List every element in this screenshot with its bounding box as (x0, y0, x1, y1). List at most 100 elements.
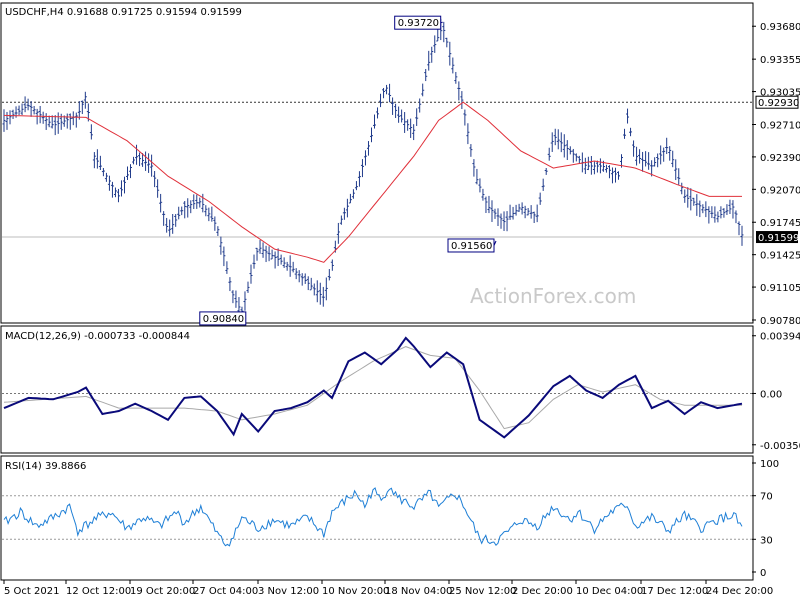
price-bar (683, 189, 687, 203)
rsi-ytick-label: 0 (760, 568, 766, 579)
price-bar (288, 255, 292, 277)
price-bar (653, 157, 657, 167)
price-bar (126, 166, 130, 180)
price-bar (397, 106, 401, 123)
price-bar (222, 246, 226, 267)
price-bar (731, 200, 735, 219)
macd-ytick-label: 0.003944 (760, 332, 800, 343)
price-bar (273, 251, 277, 269)
macd-ytick-label: 0.00 (760, 389, 782, 400)
price-ytick-label: 0.91105 (760, 283, 800, 294)
price-bar (180, 206, 184, 216)
x-tick-label: 24 Dec 20:00 (706, 586, 773, 597)
price-bar (297, 270, 301, 283)
price-bar (388, 83, 392, 103)
price-annotation-box (394, 15, 442, 30)
price-bar (267, 246, 271, 262)
price-bar (695, 194, 699, 216)
price-bar (294, 268, 298, 280)
price-bar (677, 168, 681, 185)
price-bar (562, 134, 566, 158)
price-bar (177, 206, 181, 220)
price-bar (671, 150, 675, 168)
price-bar (276, 248, 280, 267)
price-bar (95, 149, 99, 169)
price-bar (122, 176, 126, 194)
price-bar (556, 129, 560, 150)
price-ytick-label: 0.93680 (760, 22, 800, 33)
price-bar (418, 98, 422, 113)
price-bar (448, 41, 452, 66)
price-bar (517, 203, 521, 212)
price-bar (415, 108, 419, 126)
price-bar (577, 155, 581, 164)
price-bar (285, 261, 289, 271)
price-bar (571, 148, 575, 163)
price-bar (460, 91, 464, 109)
price-annotation-label: 0.93720 (398, 18, 439, 29)
price-bar (523, 205, 527, 219)
price-bar (255, 247, 259, 261)
price-bar (400, 109, 404, 123)
price-bar (481, 188, 485, 201)
price-bar (315, 280, 319, 303)
price-bar (306, 276, 310, 291)
price-bar (138, 152, 142, 167)
price-bar (544, 168, 548, 175)
price-bar (360, 159, 364, 178)
price-bar (47, 115, 51, 128)
x-tick-label: 25 Nov 12:00 (449, 586, 516, 597)
price-bar (469, 144, 473, 157)
price-annotation: 0.90840 (199, 311, 247, 326)
price-bar (689, 188, 693, 211)
price-bar (490, 200, 494, 222)
price-bar (412, 124, 416, 141)
price-bar (674, 159, 678, 181)
price-bar (246, 281, 250, 293)
price-bar (496, 208, 500, 227)
price-bar (270, 249, 274, 260)
last-price-tag (756, 231, 798, 244)
price-bar (740, 225, 744, 246)
price-bar (641, 151, 645, 172)
price-bar (427, 50, 431, 71)
price-bar (204, 205, 208, 217)
price-bar (466, 123, 470, 145)
x-tick-label: 5 Oct 2021 (4, 586, 59, 597)
price-bar (110, 181, 114, 198)
resistance-price-tag (755, 95, 799, 109)
price-bar (129, 164, 133, 179)
price-bar (632, 140, 636, 157)
price-bar (478, 178, 482, 193)
price-bar (65, 113, 69, 129)
price-bar (168, 219, 172, 237)
price-bar (17, 105, 21, 116)
price-bar (345, 198, 349, 218)
x-tick-label: 10 Dec 04:00 (576, 586, 643, 597)
price-bar (249, 264, 253, 284)
price-bar (32, 105, 36, 115)
price-bar (451, 57, 455, 74)
price-bar (234, 290, 238, 308)
x-tick-label: 3 Nov 12:00 (258, 586, 319, 597)
price-bar (23, 96, 27, 113)
price-bar (722, 208, 726, 218)
price-bar (318, 282, 322, 305)
price-bar (701, 204, 705, 214)
price-bar (463, 109, 467, 126)
price-ytick-label: 0.91425 (760, 251, 800, 262)
price-bar (225, 261, 229, 274)
price-bar (547, 147, 551, 161)
price-bar (201, 193, 205, 213)
price-bar (11, 109, 15, 119)
price-ytick-label: 0.91745 (760, 218, 800, 229)
price-ytick-label: 0.92710 (760, 120, 800, 131)
price-bar (379, 93, 383, 108)
price-bar (541, 178, 545, 191)
price-ytick-label: 0.93355 (760, 55, 800, 66)
price-bar (635, 146, 639, 166)
price-bar (300, 273, 304, 286)
price-bar (77, 101, 81, 120)
price-bar (385, 84, 389, 95)
